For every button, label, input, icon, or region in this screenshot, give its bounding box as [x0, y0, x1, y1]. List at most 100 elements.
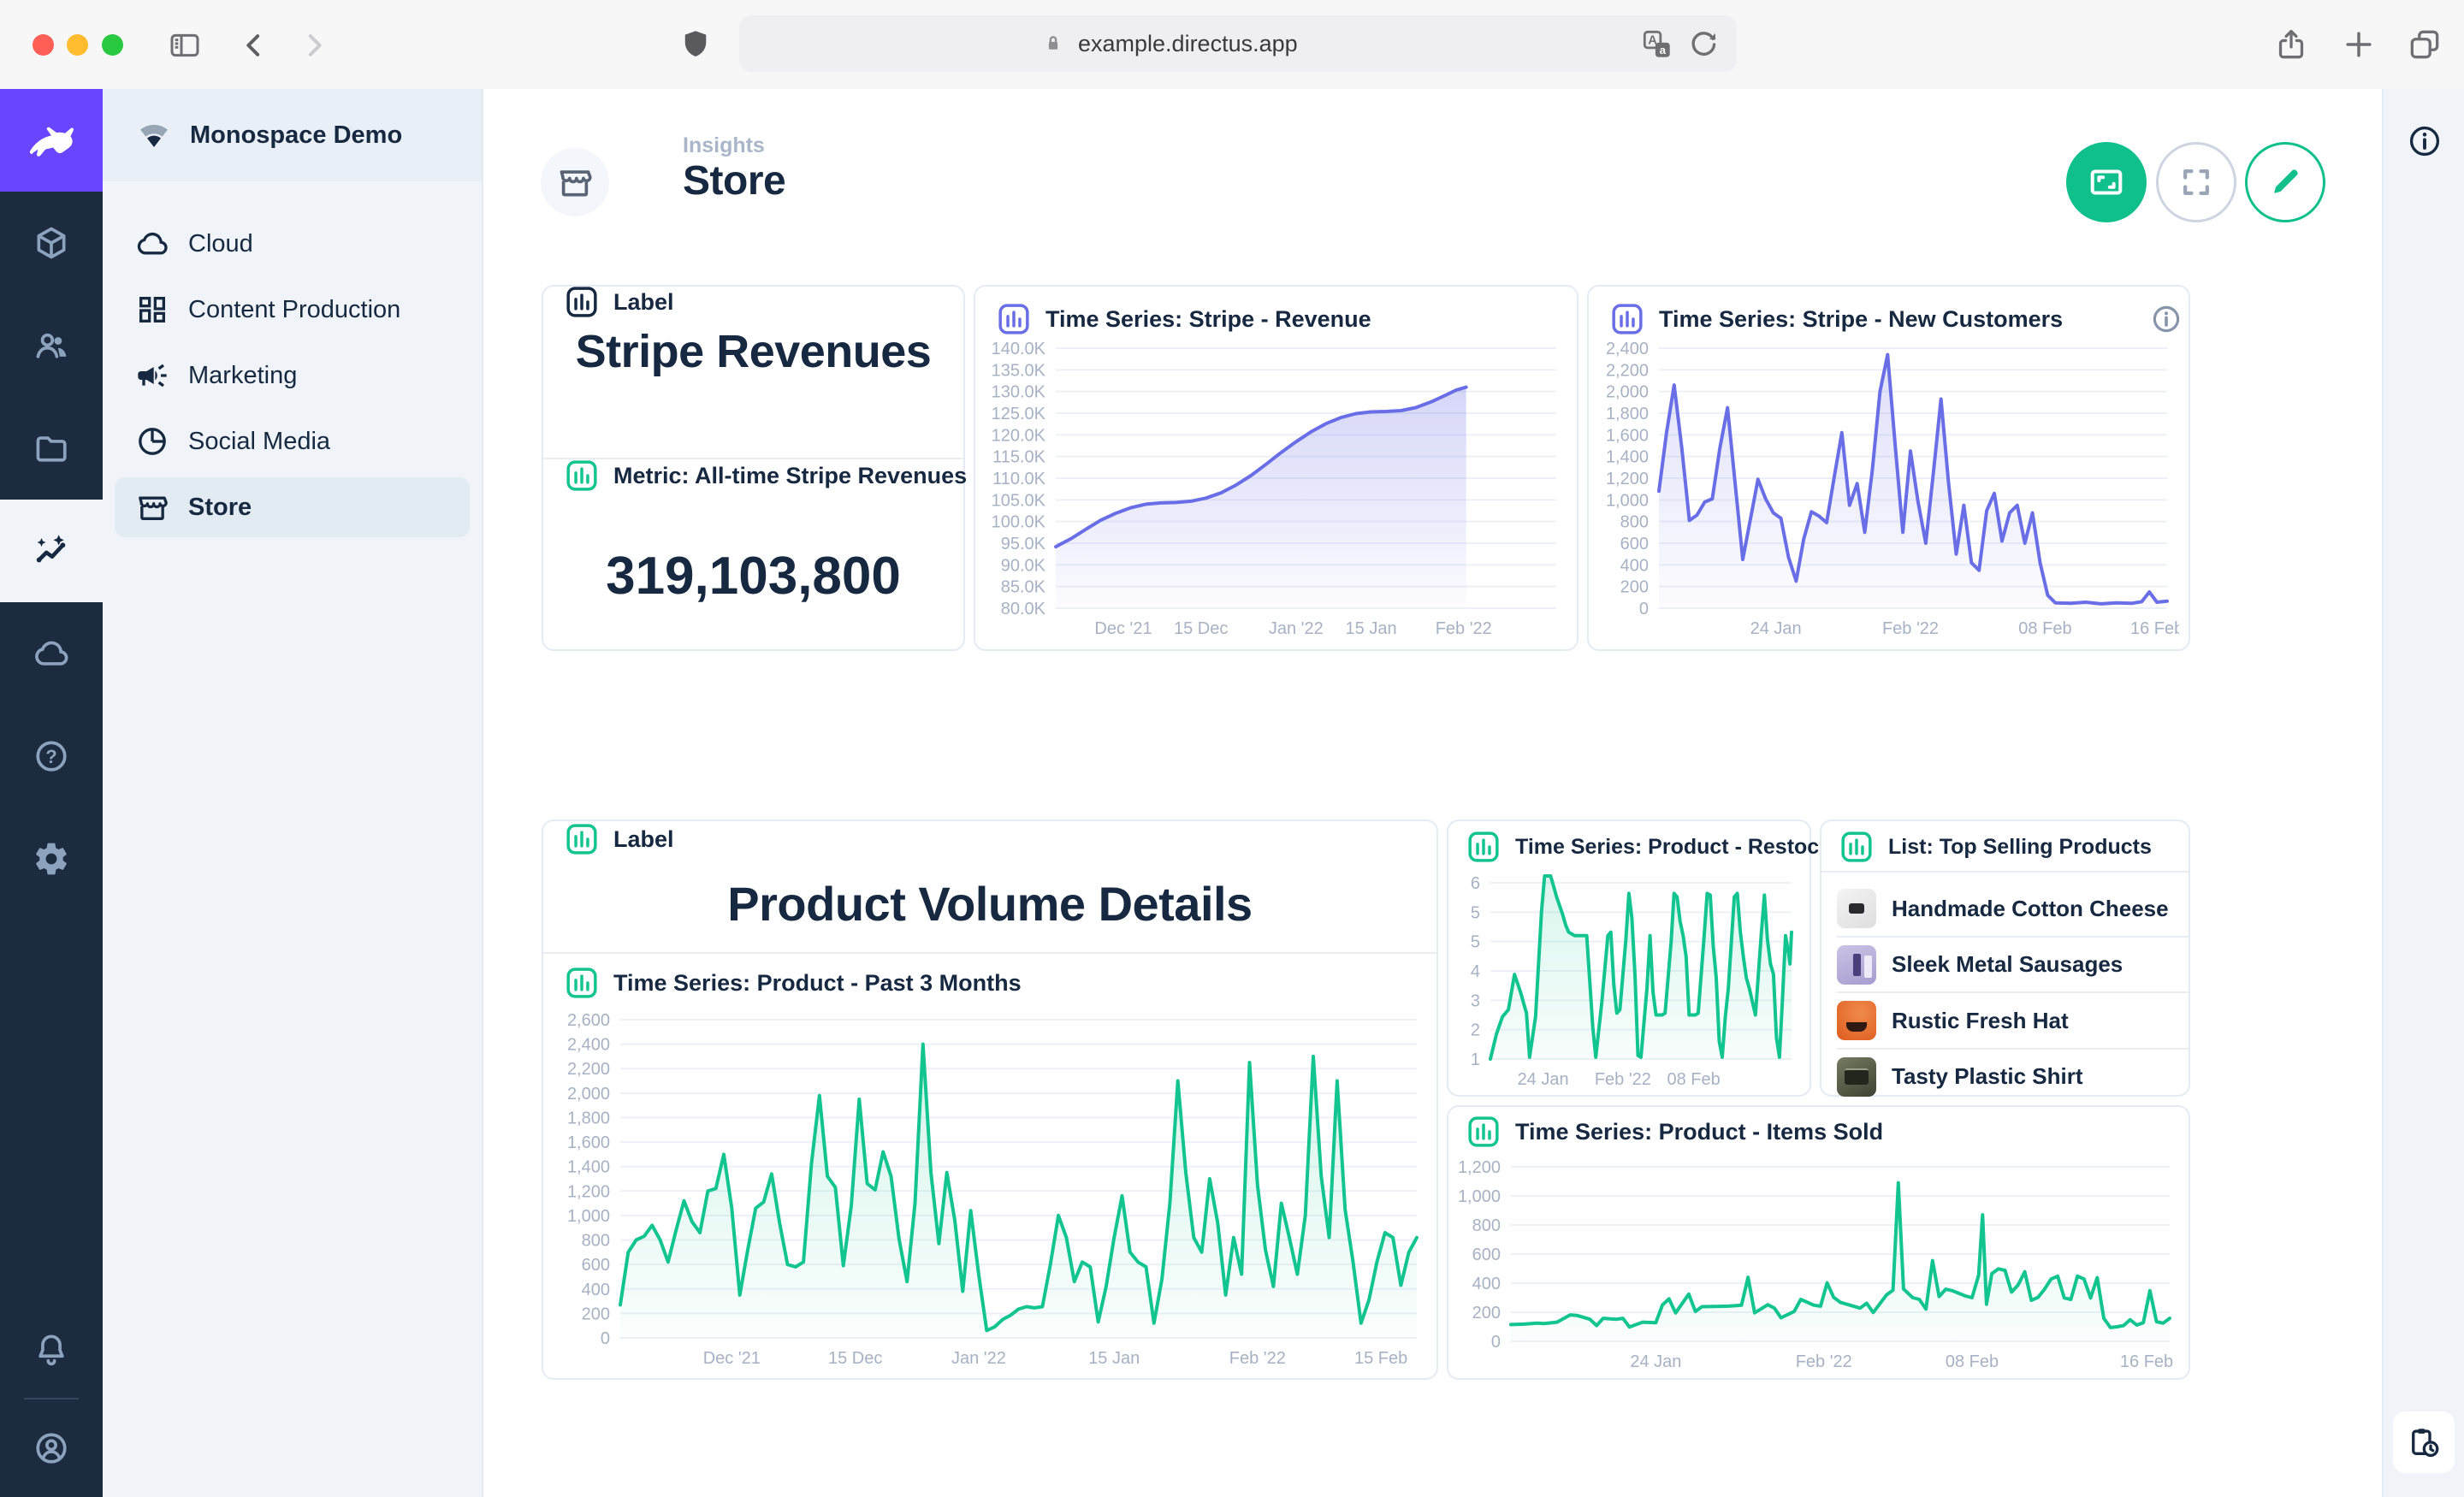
svg-text:2,600: 2,600 [567, 1011, 610, 1030]
frame-button[interactable] [2066, 142, 2147, 222]
panel-header-new-customers: Time Series: Stripe - New Customers [1611, 302, 2063, 336]
insights-icon [32, 531, 71, 571]
panel-title: Time Series: Stripe - New Customers [1659, 306, 2063, 333]
svg-text:1,200: 1,200 [1606, 470, 1649, 488]
directus-logo[interactable] [0, 89, 103, 192]
product-list-item[interactable]: Rustic Fresh Hat [1837, 993, 2173, 1048]
shield-icon[interactable] [678, 27, 714, 62]
page-icon-badge [541, 148, 609, 216]
nav-sidebar: Monospace Demo Cloud Content Production Ma… [103, 89, 483, 1497]
module-cloud[interactable] [0, 602, 103, 705]
cloud-icon [135, 227, 169, 261]
breadcrumb[interactable]: Insights [683, 133, 765, 158]
sidebar-item-marketing[interactable]: Marketing [115, 346, 470, 405]
zoom-window-button[interactable] [102, 34, 123, 56]
module-user-directory[interactable] [0, 294, 103, 397]
sidebar-toggle-icon[interactable] [168, 28, 202, 62]
svg-text:115.0K: 115.0K [992, 448, 1046, 467]
svg-text:200: 200 [1472, 1304, 1501, 1322]
translate-icon[interactable]: Aa [1639, 27, 1675, 62]
folder-icon [33, 429, 70, 467]
project-header[interactable]: Monospace Demo [103, 89, 482, 181]
info-icon[interactable] [2150, 303, 2183, 335]
svg-text:Feb '22: Feb '22 [1436, 619, 1492, 638]
module-bar: ? [0, 89, 103, 1497]
product-thumbnail [1837, 945, 1876, 985]
forward-button[interactable] [297, 28, 331, 62]
bar-chart-icon [1611, 303, 1644, 335]
svg-text:400: 400 [1472, 1275, 1501, 1293]
bar-chart-icon [1840, 831, 1873, 863]
svg-text:1,400: 1,400 [567, 1158, 610, 1177]
activity-log-button[interactable] [2393, 1411, 2455, 1473]
panel-header-stripe-revenue: Time Series: Stripe - Revenue [998, 302, 1371, 336]
svg-text:Dec '21: Dec '21 [1094, 619, 1152, 638]
svg-text:0: 0 [1491, 1333, 1501, 1352]
svg-text:1,800: 1,800 [1606, 405, 1649, 423]
svg-text:1,200: 1,200 [1458, 1158, 1501, 1177]
product-list-item[interactable]: Sleek Metal Sausages [1837, 938, 2173, 992]
megaphone-icon [135, 358, 169, 393]
panel-header-items-sold: Time Series: Product - Items Sold [1467, 1115, 1883, 1149]
chart-past-3-months[interactable]: 2,6002,4002,2002,0001,8001,6001,4001,200… [552, 1009, 1429, 1369]
edit-button[interactable] [2245, 142, 2325, 222]
chart-stripe-revenue[interactable]: 140.0K135.0K130.0K125.0K120.0K115.0K110.… [984, 338, 1568, 639]
svg-text:90.0K: 90.0K [1001, 556, 1046, 575]
account-button[interactable] [0, 1399, 103, 1497]
svg-text:1,000: 1,000 [1458, 1187, 1501, 1206]
product-name: Sleek Metal Sausages [1892, 951, 2123, 978]
tabs-overview-icon[interactable] [2406, 26, 2443, 63]
sidebar-item-content-production[interactable]: Content Production [115, 280, 470, 340]
product-list-item[interactable]: Tasty Plastic Shirt [1837, 1050, 2173, 1104]
fullscreen-button[interactable] [2156, 142, 2236, 222]
notifications-button[interactable] [0, 1300, 103, 1398]
bar-chart-icon [998, 303, 1030, 335]
svg-text:800: 800 [582, 1232, 610, 1251]
bar-chart-icon [566, 286, 598, 318]
rabbit-logo-icon [23, 112, 80, 169]
module-content[interactable] [0, 192, 103, 294]
sidebar-item-social-media[interactable]: Social Media [115, 411, 470, 471]
chart-items-sold[interactable]: 1,2001,000800600400200024 JanFeb '2208 F… [1454, 1157, 2182, 1372]
svg-text:1,000: 1,000 [1606, 491, 1649, 510]
metric-value: 319,103,800 [542, 546, 965, 606]
avatar-icon [33, 1429, 70, 1467]
sidebar-item-label: Store [188, 494, 252, 522]
svg-text:15 Dec: 15 Dec [828, 1349, 882, 1368]
svg-text:2,200: 2,200 [567, 1060, 610, 1079]
sidebar-item-cloud[interactable]: Cloud [115, 214, 470, 274]
sidebar-item-store[interactable]: Store [115, 477, 470, 537]
svg-text:400: 400 [582, 1281, 610, 1299]
close-window-button[interactable] [33, 34, 54, 56]
svg-text:135.0K: 135.0K [992, 361, 1046, 380]
new-tab-icon[interactable] [2340, 26, 2378, 63]
svg-text:0: 0 [601, 1329, 610, 1348]
product-list-item[interactable]: Handmade Cotton Cheese [1837, 881, 2173, 936]
svg-text:Feb '22: Feb '22 [1796, 1352, 1852, 1371]
module-settings[interactable] [0, 808, 103, 910]
chart-restocks[interactable]: 655432124 JanFeb '2208 Feb [1454, 873, 1804, 1090]
svg-text:600: 600 [1472, 1246, 1501, 1264]
panel-header-label-stripe: Label [566, 285, 674, 319]
share-icon[interactable] [2272, 26, 2310, 63]
back-button[interactable] [237, 28, 271, 62]
svg-text:Dec '21: Dec '21 [703, 1349, 761, 1368]
svg-text:15 Feb: 15 Feb [1354, 1349, 1407, 1368]
module-insights[interactable] [0, 500, 103, 602]
svg-text:85.0K: 85.0K [1001, 578, 1046, 597]
signal-icon [137, 118, 171, 152]
sidebar-item-label: Cloud [188, 230, 253, 258]
help-icon: ? [33, 737, 70, 775]
pencil-icon [2266, 163, 2304, 201]
module-file-library[interactable] [0, 397, 103, 500]
info-sidebar-button[interactable] [2407, 123, 2443, 159]
svg-text:400: 400 [1620, 556, 1649, 575]
module-help[interactable]: ? [0, 705, 103, 808]
panel-header-restocks: Time Series: Product - Restocks [1467, 830, 1843, 864]
reload-icon[interactable] [1685, 27, 1721, 62]
chart-new-customers[interactable]: 2,4002,2002,0001,8001,6001,4001,2001,000… [1597, 338, 2179, 639]
minimize-window-button[interactable] [67, 34, 88, 56]
svg-text:08 Feb: 08 Feb [2018, 619, 2071, 638]
svg-text:130.0K: 130.0K [992, 383, 1046, 402]
address-bar[interactable]: example.directus.app Aa [739, 15, 1737, 72]
